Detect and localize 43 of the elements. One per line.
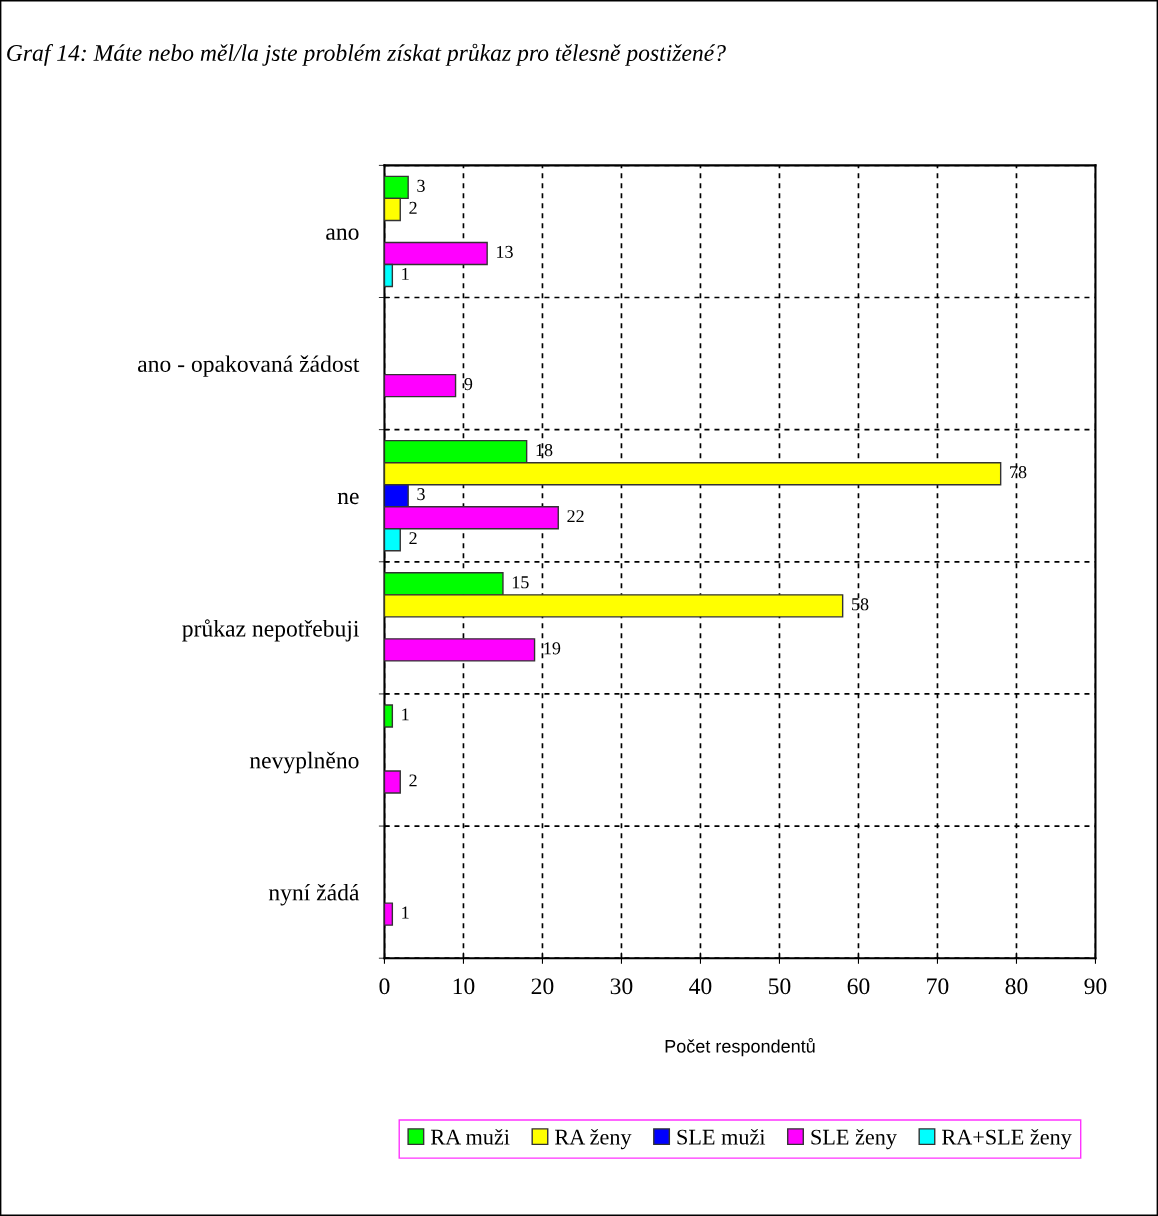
- bar: [384, 704, 394, 728]
- legend-label: RA muži: [430, 1128, 510, 1145]
- data-label: 2: [409, 201, 417, 214]
- x-tick-label: 40: [689, 978, 712, 995]
- legend-label: RA ženy: [555, 1128, 632, 1150]
- y-tick-label: průkaz nepotřebuji: [182, 619, 359, 642]
- x-tick-label: 60: [847, 978, 870, 995]
- data-label: 18: [536, 444, 553, 457]
- data-label: 22: [567, 510, 584, 523]
- data-label: 9: [464, 377, 473, 391]
- bar: [384, 902, 394, 926]
- legend-label: RA+SLE ženy: [942, 1128, 1072, 1150]
- legend-label: SLE muži: [677, 1128, 766, 1145]
- data-label: 1: [402, 708, 409, 721]
- x-tick-label: 20: [531, 978, 554, 995]
- data-label: 78: [1010, 466, 1027, 479]
- data-label: 1: [402, 267, 409, 280]
- x-tick-label: 10: [453, 978, 475, 995]
- bar: [384, 373, 457, 398]
- data-label: 1: [402, 906, 409, 919]
- bar: [384, 638, 536, 662]
- x-tick-label: 30: [610, 978, 633, 995]
- x-tick-label: 70: [927, 978, 949, 995]
- data-label: 3: [417, 488, 425, 501]
- chart-title: Graf 14: Máte nebo měl/la jste problém získat průkaz pro tělesně postižené?: [7, 43, 726, 66]
- data-label: 19: [544, 642, 561, 655]
- data-label: 2: [409, 774, 417, 787]
- y-tick-label: nyní žádá: [268, 883, 360, 906]
- y-tick-label: ne: [337, 492, 359, 505]
- data-label: 13: [497, 245, 513, 258]
- x-tick-label: 50: [769, 978, 791, 995]
- data-label: 2: [409, 532, 417, 545]
- y-tick-label: ano - opakovaná žádost: [138, 355, 360, 377]
- data-label: 3: [417, 179, 425, 192]
- x-axis-title: Počet respondentů: [665, 1037, 815, 1057]
- x-tick-label: 0: [379, 978, 390, 995]
- data-label: 15: [512, 576, 529, 589]
- x-tick-label: 80: [1005, 978, 1028, 995]
- legend-label: SLE ženy: [811, 1128, 897, 1150]
- x-tick-label: 90: [1084, 978, 1107, 995]
- y-tick-label: nevyplněno: [249, 751, 359, 774]
- bar: [384, 770, 401, 794]
- y-tick-label: ano: [326, 228, 359, 240]
